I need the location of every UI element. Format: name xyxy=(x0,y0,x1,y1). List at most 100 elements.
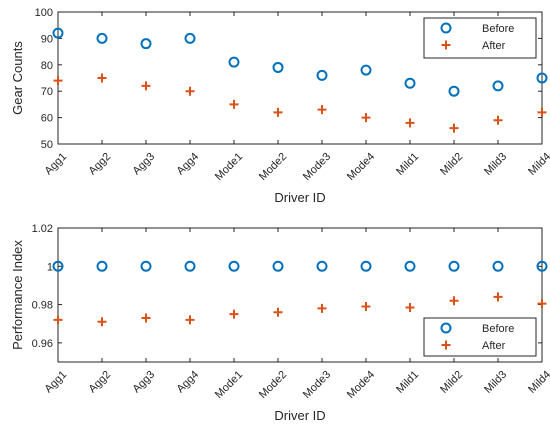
before-point xyxy=(448,85,460,97)
after-point xyxy=(405,118,415,128)
before-point xyxy=(536,72,548,84)
before-point xyxy=(272,260,284,272)
x-tick-label: Mode1 xyxy=(213,369,245,401)
before-point xyxy=(536,260,548,272)
x-tick-label: Mild3 xyxy=(482,151,509,178)
x-tick-label: Mild2 xyxy=(438,369,465,396)
before-point xyxy=(184,260,196,272)
before-point xyxy=(228,56,240,68)
y-axis-label: Performance Index xyxy=(10,240,25,350)
y-tick-label: 100 xyxy=(35,7,53,19)
before-point xyxy=(140,38,152,50)
y-tick-label: 70 xyxy=(41,86,53,98)
x-tick-label: Agg2 xyxy=(87,151,114,178)
legend-marker-before xyxy=(440,322,452,334)
after-point xyxy=(537,299,547,309)
before-point xyxy=(184,32,196,44)
after-point xyxy=(361,113,371,123)
axes-box xyxy=(57,227,543,363)
legend-label: After xyxy=(482,40,506,52)
before-point xyxy=(228,260,240,272)
before-point xyxy=(96,260,108,272)
x-tick-label: Mild1 xyxy=(394,151,421,178)
after-point xyxy=(97,73,107,83)
before-point xyxy=(492,260,504,272)
before-point xyxy=(96,32,108,44)
y-tick-label: 80 xyxy=(41,60,53,72)
x-tick-label: Mild4 xyxy=(526,369,550,396)
x-tick-label: Agg3 xyxy=(131,369,158,396)
legend: Before After xyxy=(423,17,537,59)
after-point xyxy=(185,86,195,96)
y-tick-label: 1.02 xyxy=(32,223,53,235)
after-point xyxy=(53,76,63,86)
x-tick-label: Mode2 xyxy=(257,151,289,183)
x-tick-label: Agg3 xyxy=(131,151,158,178)
y-axis-label: Gear Counts xyxy=(10,41,25,115)
after-point xyxy=(317,303,327,313)
legend-marker-before xyxy=(440,22,452,34)
after-point xyxy=(361,301,371,311)
x-tick-label: Mode3 xyxy=(301,151,333,183)
before-point xyxy=(316,260,328,272)
before-point xyxy=(140,260,152,272)
after-point xyxy=(317,105,327,115)
before-point xyxy=(492,80,504,92)
y-tick-label: 90 xyxy=(41,33,53,45)
legend: Before After xyxy=(423,317,537,357)
x-tick-label: Agg1 xyxy=(43,369,70,396)
before-point xyxy=(272,61,284,73)
x-tick-label: Mode2 xyxy=(257,369,289,401)
before-point xyxy=(316,69,328,81)
before-point xyxy=(404,260,416,272)
x-tick-label: Mild3 xyxy=(482,369,509,396)
after-point xyxy=(229,309,239,319)
after-point xyxy=(53,315,63,325)
before-point xyxy=(404,77,416,89)
legend-marker-after xyxy=(441,340,451,350)
legend-label: Before xyxy=(482,23,514,35)
after-point xyxy=(229,99,239,109)
after-point xyxy=(449,123,459,133)
legend-box xyxy=(423,17,537,59)
y-tick-label: 0.98 xyxy=(32,300,53,312)
after-point xyxy=(405,302,415,312)
chart-2: Agg1 Agg2 Agg3 Agg4 Mode1 Mode2 Mode3 Mode4 Mild… xyxy=(10,223,550,423)
x-tick-label: Mode1 xyxy=(213,151,245,183)
x-tick-label: Mild1 xyxy=(394,369,421,396)
x-tick-label: Agg1 xyxy=(43,151,70,178)
after-point xyxy=(185,315,195,325)
chart-1: Agg1 Agg2 Agg3 Agg4 Mode1 Mode2 Mode3 Mode4 Mild… xyxy=(10,7,550,205)
x-tick-label: Mode3 xyxy=(301,369,333,401)
legend-marker-after xyxy=(441,40,451,50)
legend-label: After xyxy=(482,340,506,352)
before-point xyxy=(448,260,460,272)
after-point xyxy=(141,313,151,323)
x-tick-label: Agg2 xyxy=(87,369,114,396)
x-tick-label: Mode4 xyxy=(345,151,377,183)
before-point xyxy=(360,260,372,272)
after-point xyxy=(273,107,283,117)
after-point xyxy=(97,317,107,327)
after-point xyxy=(493,292,503,302)
x-tick-label: Mode4 xyxy=(345,369,377,401)
y-tick-label: 60 xyxy=(41,113,53,125)
after-point xyxy=(273,307,283,317)
x-tick-label: Agg4 xyxy=(175,369,202,396)
x-axis-label: Driver ID xyxy=(274,408,325,423)
x-axis-label: Driver ID xyxy=(274,190,325,205)
legend-label: Before xyxy=(482,323,514,335)
x-tick-label: Mild2 xyxy=(438,151,465,178)
after-point xyxy=(537,107,547,117)
x-tick-label: Agg4 xyxy=(175,151,202,178)
before-point xyxy=(52,260,64,272)
before-point xyxy=(52,27,64,39)
legend-box xyxy=(423,317,537,357)
y-tick-label: 50 xyxy=(41,139,53,151)
before-point xyxy=(360,64,372,76)
after-point xyxy=(493,115,503,125)
after-point xyxy=(449,296,459,306)
y-tick-label: 1 xyxy=(47,261,53,273)
after-point xyxy=(141,81,151,91)
